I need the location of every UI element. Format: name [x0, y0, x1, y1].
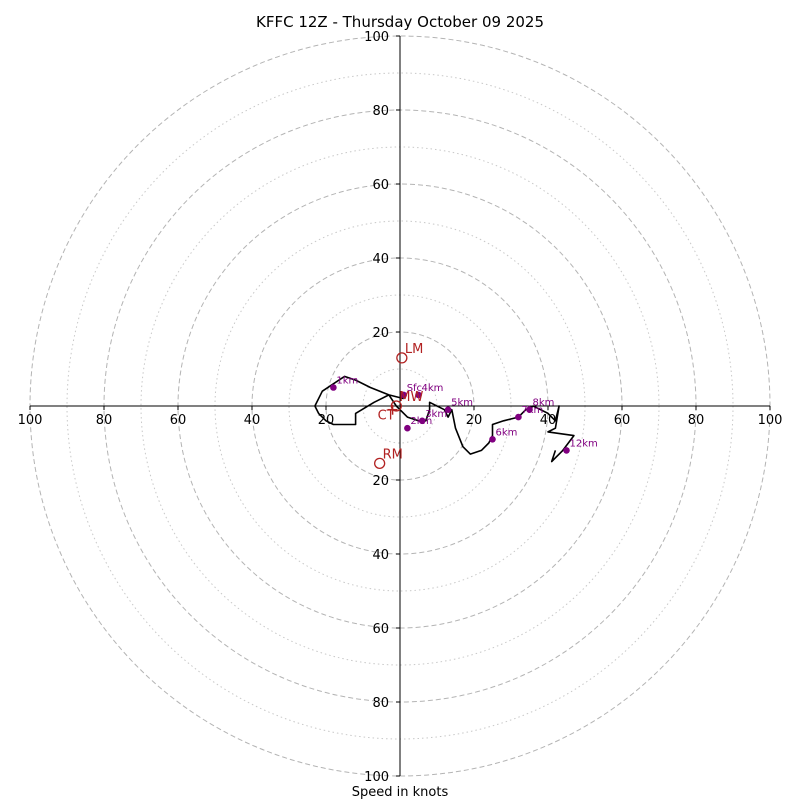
x-axis-label: Speed in knots	[352, 785, 449, 800]
height-point-8km	[526, 406, 533, 414]
storm-motion-label-LM: LM	[405, 342, 423, 357]
x-tick-label: 100	[18, 413, 43, 428]
height-point-2km	[404, 424, 411, 432]
x-tick-label: 60	[614, 413, 631, 428]
storm-motion-markers: LM RM MW CT	[373, 342, 424, 470]
height-label-6km: 6km	[496, 427, 518, 438]
storm-motion-marker-MW	[390, 400, 402, 412]
y-tick-label: 60	[372, 622, 389, 637]
storm-motion-marker-RM	[373, 457, 386, 470]
y-tick-label: 20	[372, 474, 389, 489]
x-tick-label: 100	[758, 413, 783, 428]
x-tick-label: 80	[96, 413, 113, 428]
height-point-3km	[418, 417, 426, 425]
y-tick-label: 100	[364, 30, 389, 45]
storm-motion-marker-LM	[396, 352, 408, 364]
y-tick-label: 100	[364, 770, 389, 785]
y-tick-label: 20	[372, 326, 389, 341]
x-tick-label: 20	[466, 413, 483, 428]
height-point-4km	[415, 391, 422, 399]
height-markers: Sfc1km2km3km4km5km6km7km8km12km	[330, 376, 598, 454]
y-tick-label: 60	[372, 178, 389, 193]
height-point-7km	[515, 413, 522, 421]
hodograph-trace	[314, 375, 575, 463]
x-tick-label: 60	[170, 413, 187, 428]
height-point-1km	[330, 384, 337, 391]
axes	[30, 36, 770, 776]
x-tick-label: 80	[688, 413, 705, 428]
chart-title: KFFC 12Z - Thursday October 09 2025	[256, 13, 544, 31]
height-point-5km	[444, 406, 452, 414]
y-tick-label: 40	[372, 252, 389, 267]
height-point-12km	[563, 447, 570, 454]
y-tick-label: 40	[372, 548, 389, 563]
y-tick-label: 80	[372, 104, 389, 119]
height-point-6km	[489, 436, 496, 443]
height-label-3km: 3km	[425, 409, 447, 420]
height-point-Sfc	[400, 391, 408, 399]
storm-motion-label-RM: RM	[383, 447, 403, 462]
height-label-5km: 5km	[451, 398, 473, 409]
ct-marker-label: CT	[378, 409, 395, 424]
storm-motion-label-MW: MW	[399, 390, 423, 405]
height-label-8km: 8km	[533, 398, 555, 409]
height-label-Sfc: Sfc	[407, 383, 422, 394]
hodograph-line	[314, 375, 575, 463]
y-tick-label: 80	[372, 696, 389, 711]
x-tick-label: 40	[244, 413, 261, 428]
height-label-1km: 1km	[336, 376, 358, 387]
height-label-4km: 4km	[422, 383, 444, 394]
height-label-12km: 12km	[570, 438, 598, 449]
